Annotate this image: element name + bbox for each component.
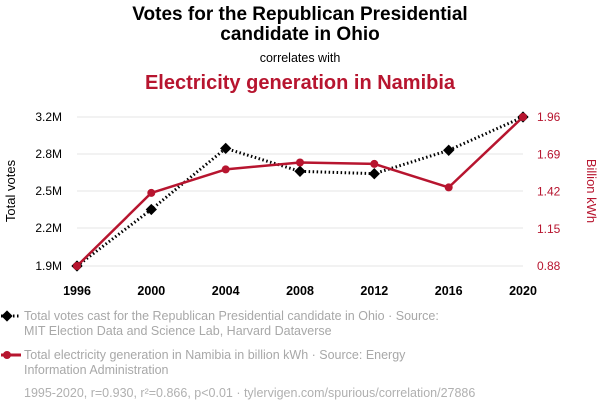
data-point-electricity [73, 262, 81, 270]
data-point-votes [294, 165, 306, 177]
legend-votes-line2: MIT Election Data and Science Lab, Harva… [24, 324, 332, 338]
legend: Total votes cast for the Republican Pres… [1, 309, 439, 377]
data-point-electricity [370, 159, 379, 168]
x-tick-label: 2000 [137, 284, 165, 298]
chart-title-line1: Votes for the Republican Presidential [132, 4, 467, 25]
y-right-tick-label: 1.69 [537, 147, 561, 161]
legend-marker-electricity [3, 351, 11, 359]
footnote: 1995-2020, r=0.930, r²=0.866, p<0.01 · t… [24, 386, 475, 400]
x-tick-label: 2012 [360, 284, 388, 298]
data-point-votes [368, 168, 380, 180]
legend-electricity-line2: Information Administration [24, 363, 169, 377]
y-right-tick-label: 1.96 [537, 110, 561, 124]
y-right-axis-label: Billion kWh [584, 159, 599, 223]
legend-item-electricity: Total electricity generation in Namibia … [1, 348, 406, 377]
data-point-electricity [296, 158, 304, 167]
y-left-tick-label: 3.2M [35, 110, 62, 124]
x-tick-label: 2008 [286, 284, 314, 298]
legend-electricity-line1: Total electricity generation in Namibia … [24, 348, 406, 362]
x-tick-label: 1996 [63, 284, 91, 298]
data-point-votes [145, 203, 157, 216]
y-left-axis-label: Total votes [3, 159, 18, 222]
x-tick-label: 2004 [212, 284, 240, 298]
legend-item-votes: Total votes cast for the Republican Pres… [1, 309, 439, 338]
y-left-tick-label: 2.8M [35, 147, 62, 161]
x-tick-label: 2020 [509, 284, 537, 298]
grid-lines [77, 116, 523, 267]
legend-votes-line1: Total votes cast for the Republican Pres… [24, 309, 439, 323]
legend-marker-votes [1, 310, 13, 322]
y-right-tick-label: 1.42 [537, 185, 561, 199]
y-right-tick-label: 1.15 [537, 222, 561, 236]
chart-subtitle: Electricity generation in Namibia [145, 72, 456, 94]
data-point-electricity [519, 113, 527, 121]
y-left-tick-label: 1.9M [35, 259, 62, 273]
data-point-electricity [221, 165, 230, 174]
tick-labels: 1.9M 2.2M 2.5M 2.8M 3.2M 0.88 1.15 1.42 1.69 1.96… [35, 110, 560, 298]
y-right-tick-label: 0.88 [537, 259, 561, 273]
y-left-tick-label: 2.2M [35, 221, 62, 235]
data-point-electricity [147, 188, 156, 197]
y-left-tick-label: 2.5M [35, 184, 62, 198]
connector-text: correlates with [260, 51, 341, 65]
x-tick-label: 2016 [435, 284, 463, 298]
data-point-electricity [444, 183, 453, 192]
chart-title-line2: candidate in Ohio [220, 24, 379, 45]
